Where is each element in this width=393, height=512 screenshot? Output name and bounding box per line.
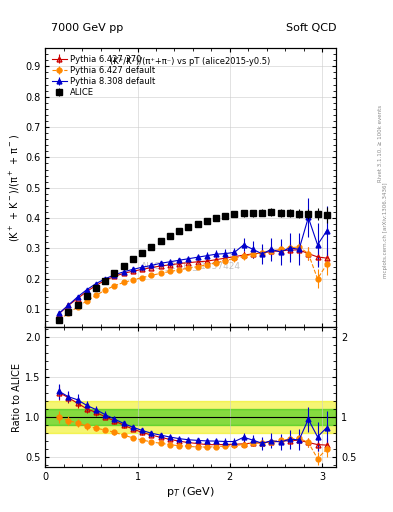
Legend: Pythia 6.427 370, Pythia 6.427 default, Pythia 8.308 default, ALICE: Pythia 6.427 370, Pythia 6.427 default, …	[50, 52, 158, 99]
Y-axis label: Ratio to ALICE: Ratio to ALICE	[12, 362, 22, 432]
Bar	[45, 409, 336, 425]
Text: (K⁺/K⁻)/(π⁺+π⁻) vs pT (alice2015-y0.5): (K⁺/K⁻)/(π⁺+π⁻) vs pT (alice2015-y0.5)	[110, 56, 271, 66]
Text: ALICE_2015_I1357424: ALICE_2015_I1357424	[141, 262, 241, 270]
Text: Rivet 3.1.10, ≥ 100k events: Rivet 3.1.10, ≥ 100k events	[378, 105, 383, 182]
Text: mcplots.cern.ch [arXiv:1306.3436]: mcplots.cern.ch [arXiv:1306.3436]	[384, 183, 388, 278]
Y-axis label: (K$^+$ + K$^-$)/(π$^+$ + π$^-$): (K$^+$ + K$^-$)/(π$^+$ + π$^-$)	[8, 134, 22, 242]
X-axis label: p$_T$ (GeV): p$_T$ (GeV)	[166, 484, 215, 499]
Bar	[45, 401, 336, 433]
Text: Soft QCD: Soft QCD	[286, 23, 336, 33]
Text: 7000 GeV pp: 7000 GeV pp	[51, 23, 123, 33]
